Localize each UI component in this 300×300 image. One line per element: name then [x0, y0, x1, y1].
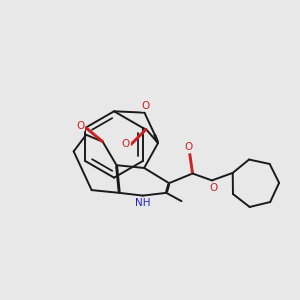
Text: NH: NH [135, 198, 151, 208]
Text: O: O [122, 140, 130, 149]
Text: O: O [209, 183, 218, 193]
Text: O: O [142, 101, 150, 111]
Text: O: O [184, 142, 193, 152]
Text: O: O [76, 121, 84, 131]
